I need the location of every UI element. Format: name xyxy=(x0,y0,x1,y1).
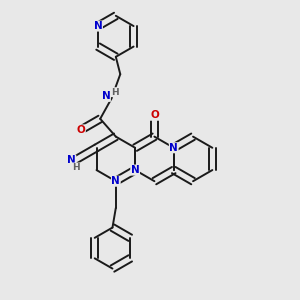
Text: N: N xyxy=(111,176,120,186)
Text: O: O xyxy=(76,125,85,135)
Text: N: N xyxy=(169,143,178,153)
Text: H: H xyxy=(72,163,80,172)
Text: N: N xyxy=(94,21,102,31)
Text: N: N xyxy=(131,165,140,175)
Text: N: N xyxy=(102,92,110,101)
Text: H: H xyxy=(111,88,119,97)
Text: N: N xyxy=(67,155,76,165)
Text: O: O xyxy=(150,110,159,120)
